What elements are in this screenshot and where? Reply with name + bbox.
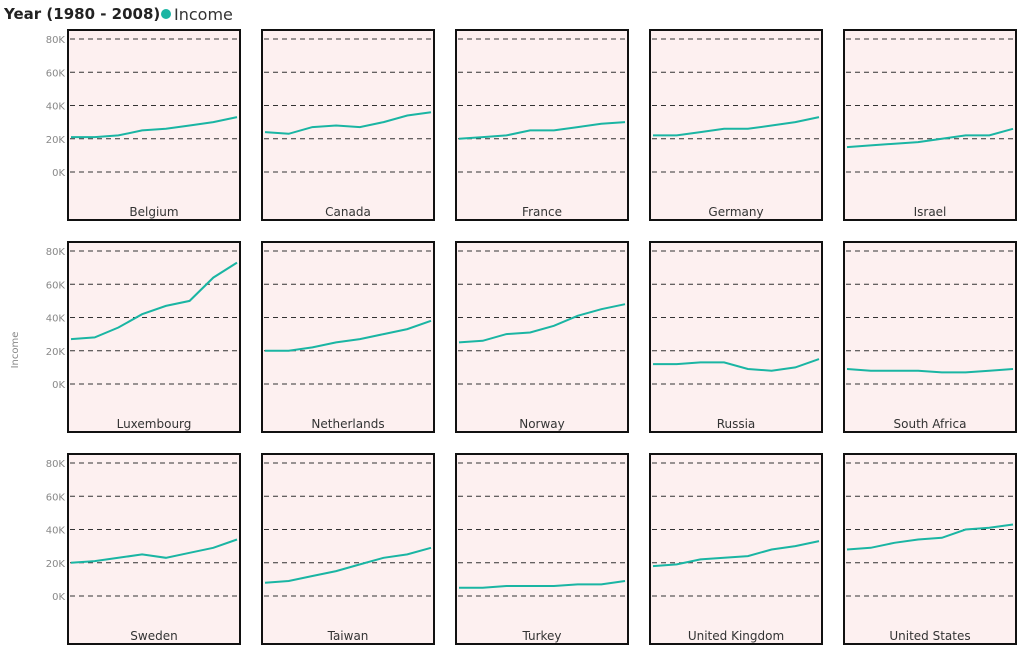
income-line	[652, 540, 820, 568]
income-line	[71, 116, 238, 139]
y-tick-label: 40K	[46, 314, 66, 325]
panel-russia: Russia	[649, 241, 823, 433]
panel-label: Netherlands	[311, 417, 384, 431]
panel-label: Belgium	[129, 205, 178, 219]
panel-label: Luxembourg	[117, 417, 192, 431]
panel-norway: Norway	[455, 241, 629, 433]
panel-label: Taiwan	[327, 629, 369, 643]
panel-background	[649, 453, 823, 645]
panel-united-kingdom: United Kingdom	[649, 453, 823, 645]
chart-title: Year (1980 - 2008)	[3, 5, 160, 23]
income-line	[846, 127, 1014, 149]
panel-label: United Kingdom	[688, 629, 784, 643]
panel-background	[455, 241, 629, 433]
legend-marker	[161, 9, 171, 19]
income-line	[265, 319, 432, 352]
panel-sweden: 0K 20K 40K 60K 80K Sweden	[46, 453, 241, 645]
panel-background	[261, 453, 435, 645]
income-line	[653, 116, 820, 137]
y-tick-label: 0K	[52, 380, 65, 391]
panel-belgium: 0K 20K 40K 60K 80K Belgium	[46, 29, 241, 221]
panel-label: Israel	[914, 205, 947, 219]
panel-background	[261, 241, 435, 433]
panel-background	[649, 241, 823, 433]
panel-israel: Israel	[843, 29, 1017, 221]
income-line	[846, 523, 1014, 551]
income-line	[846, 368, 1014, 374]
income-line	[458, 121, 626, 140]
y-tick-label: 0K	[52, 592, 65, 603]
panel-south-africa: South Africa	[843, 241, 1017, 433]
panel-canada: Canada	[261, 29, 435, 221]
panel-france: France	[455, 29, 629, 221]
y-tick-label: 80K	[46, 459, 66, 470]
panel-label: Russia	[717, 417, 756, 431]
income-line	[653, 358, 820, 372]
panel-germany: Germany	[649, 29, 823, 221]
y-tick-label: 40K	[46, 102, 66, 113]
panel-turkey: Turkey	[455, 453, 629, 645]
panel-background	[67, 29, 241, 221]
panel-label: Sweden	[130, 629, 177, 643]
panel-label: South Africa	[894, 417, 967, 431]
panel-label: Germany	[708, 205, 763, 219]
income-line	[459, 580, 626, 589]
y-tick-label: 20K	[46, 135, 66, 146]
y-tick-label: 60K	[46, 492, 66, 503]
y-tick-label: 0K	[52, 168, 65, 179]
panel-united-states: United States	[843, 453, 1017, 645]
panel-background	[455, 453, 629, 645]
panel-label: Turkey	[521, 629, 561, 643]
panel-background	[649, 29, 823, 221]
panel-background	[843, 241, 1017, 433]
panel-label: Norway	[519, 417, 565, 431]
y-tick-label: 20K	[46, 559, 66, 570]
income-line	[264, 111, 432, 135]
panel-background	[455, 29, 629, 221]
y-tick-label: 20K	[46, 347, 66, 358]
y-tick-label: 60K	[46, 68, 66, 79]
legend-label-income[interactable]: Income	[174, 5, 233, 24]
y-tick-label: 80K	[46, 35, 66, 46]
y-tick-label: 40K	[46, 526, 66, 537]
y-axis-label: Income	[10, 332, 21, 369]
y-tick-label: 80K	[46, 247, 66, 258]
panel-label: United States	[889, 629, 970, 643]
panel-label: Canada	[325, 205, 371, 219]
y-tick-label: 60K	[46, 280, 66, 291]
panel-luxembourg: 0K 20K 40K 60K 80K Luxembourg	[46, 241, 241, 433]
panel-background	[261, 29, 435, 221]
income-line	[70, 261, 238, 341]
panel-background	[67, 453, 241, 645]
panel-label: France	[522, 205, 562, 219]
income-line	[458, 303, 626, 344]
income-line	[264, 546, 432, 584]
panel-background	[843, 29, 1017, 221]
panel-background	[843, 453, 1017, 645]
panel-netherlands: Netherlands	[261, 241, 435, 433]
panel-taiwan: Taiwan	[261, 453, 435, 645]
income-line	[70, 538, 238, 564]
